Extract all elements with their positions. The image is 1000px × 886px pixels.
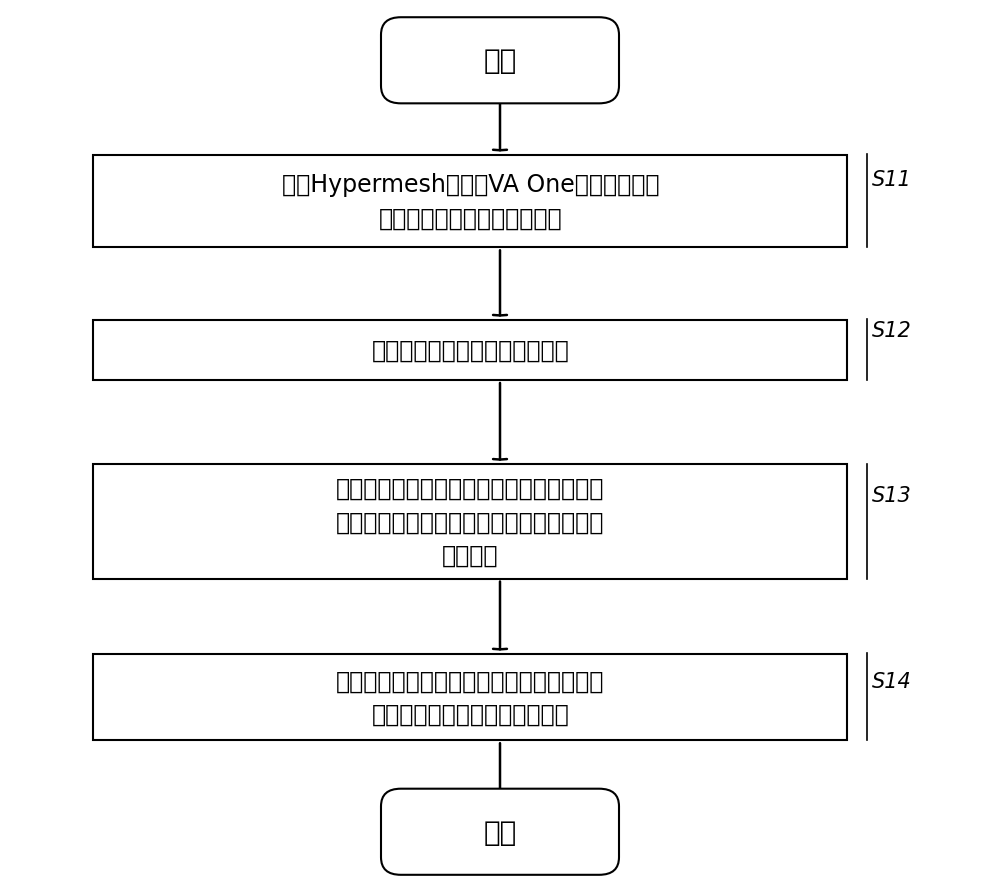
Text: S13: S13 (872, 486, 912, 506)
Text: S11: S11 (872, 170, 912, 190)
FancyBboxPatch shape (93, 321, 847, 381)
Text: S14: S14 (872, 672, 912, 692)
Text: S12: S12 (872, 321, 912, 340)
FancyBboxPatch shape (381, 19, 619, 105)
Text: 基于Hypermesh软件和VA One软件建立计算
子系统整体的传递损失的模型: 基于Hypermesh软件和VA One软件建立计算 子系统整体的传递损失的模型 (282, 173, 659, 230)
FancyBboxPatch shape (93, 655, 847, 741)
Text: 结束: 结束 (483, 818, 517, 846)
Text: 开始: 开始 (483, 47, 517, 75)
Text: 计算得到子系统整体的传递损失: 计算得到子系统整体的传递损失 (371, 338, 569, 363)
FancyBboxPatch shape (381, 789, 619, 874)
Text: 根据优化目标及各个子系统属于薄弱区域或
非薄弱区域，对声学包进行优化: 根据优化目标及各个子系统属于薄弱区域或 非薄弱区域，对声学包进行优化 (336, 669, 604, 727)
FancyBboxPatch shape (93, 465, 847, 579)
FancyBboxPatch shape (93, 156, 847, 248)
Text: 通过对比各个子系统的传递损失与整体的传
递损失，确定各个子系统属于薄弱区域或非
薄弱区域: 通过对比各个子系统的传递损失与整体的传 递损失，确定各个子系统属于薄弱区域或非 … (336, 477, 604, 567)
